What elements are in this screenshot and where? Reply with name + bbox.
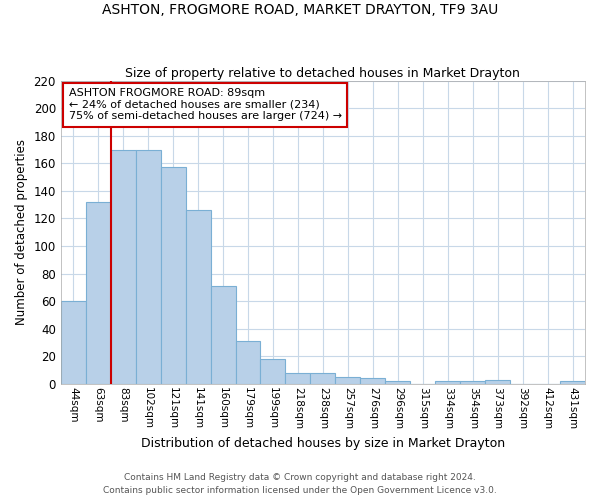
Bar — [310, 372, 335, 384]
Bar — [361, 378, 385, 384]
Bar — [260, 359, 286, 384]
Bar — [460, 381, 485, 384]
Bar — [111, 150, 136, 384]
Bar — [385, 381, 410, 384]
Y-axis label: Number of detached properties: Number of detached properties — [15, 139, 28, 325]
Text: ASHTON FROGMORE ROAD: 89sqm
← 24% of detached houses are smaller (234)
75% of se: ASHTON FROGMORE ROAD: 89sqm ← 24% of det… — [68, 88, 342, 122]
Bar — [435, 381, 460, 384]
Bar — [136, 150, 161, 384]
Bar — [61, 301, 86, 384]
Bar — [86, 202, 111, 384]
Bar — [185, 210, 211, 384]
Bar — [560, 381, 585, 384]
Bar — [161, 168, 185, 384]
Text: ASHTON, FROGMORE ROAD, MARKET DRAYTON, TF9 3AU: ASHTON, FROGMORE ROAD, MARKET DRAYTON, T… — [102, 2, 498, 16]
Title: Size of property relative to detached houses in Market Drayton: Size of property relative to detached ho… — [125, 66, 520, 80]
Bar — [286, 372, 310, 384]
X-axis label: Distribution of detached houses by size in Market Drayton: Distribution of detached houses by size … — [141, 437, 505, 450]
Bar — [211, 286, 236, 384]
Text: Contains HM Land Registry data © Crown copyright and database right 2024.
Contai: Contains HM Land Registry data © Crown c… — [103, 474, 497, 495]
Bar — [335, 377, 361, 384]
Bar — [236, 341, 260, 384]
Bar — [485, 380, 510, 384]
